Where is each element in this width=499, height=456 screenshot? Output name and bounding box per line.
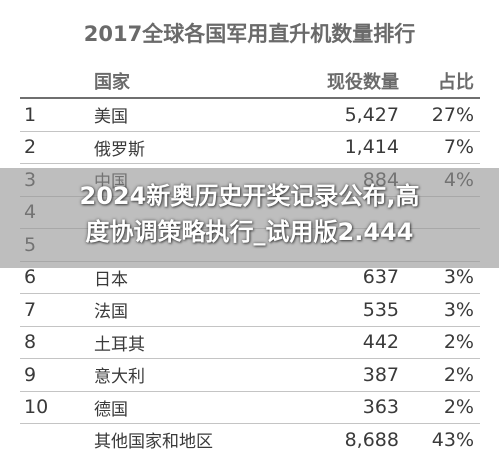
- count-cell: 1,414: [254, 131, 411, 164]
- rank-cell: 10: [20, 391, 86, 424]
- country-cell: 意大利: [86, 358, 254, 392]
- table-row: 2 俄罗斯 1,414 7%: [20, 131, 480, 164]
- table-row: 8 土耳其 442 2%: [20, 326, 480, 359]
- header-country: 国家: [86, 64, 254, 99]
- header-count: 现役数量: [254, 64, 411, 99]
- country-cell: 土耳其: [86, 326, 254, 359]
- share-cell: 7%: [411, 131, 480, 164]
- share-cell: 2%: [411, 358, 480, 392]
- table-header-row: 国家 现役数量 占比: [20, 64, 480, 99]
- count-cell: 535: [254, 293, 411, 327]
- overlay-line-2: 度协调策略执行_试用版2.444: [85, 218, 414, 246]
- rank-cell: [20, 424, 86, 456]
- share-cell: 2%: [411, 326, 480, 359]
- overlay-line-1: 2024新奥历史开奖记录公布,高: [79, 182, 420, 210]
- share-cell: 27%: [411, 98, 480, 132]
- count-cell: 5,427: [254, 98, 411, 132]
- count-cell: 387: [254, 358, 411, 392]
- count-cell: 363: [254, 391, 411, 424]
- count-cell: 442: [254, 326, 411, 359]
- share-cell: 3%: [411, 293, 480, 327]
- country-cell: 美国: [86, 98, 254, 132]
- header-share: 占比: [411, 64, 480, 99]
- header-rank: [20, 64, 86, 99]
- rank-cell: 2: [20, 131, 86, 164]
- share-cell: 43%: [431, 428, 474, 451]
- table-row: 其他国家和地区 8,688 43%: [20, 424, 480, 456]
- table-row: 10 德国 363 2%: [20, 391, 480, 424]
- overlay-caption: 2024新奥历史开奖记录公布,高 度协调策略执行_试用版2.444: [0, 178, 499, 250]
- country-cell: 俄罗斯: [86, 131, 254, 164]
- count-cell: 8,688: [344, 428, 399, 451]
- rank-cell: 9: [20, 358, 86, 392]
- country-cell: 其他国家和地区: [94, 432, 213, 453]
- page-title: 2017全球各国军用直升机数量排行: [83, 22, 416, 46]
- share-cell: 2%: [411, 391, 480, 424]
- rank-cell: 7: [20, 293, 86, 327]
- rank-cell: 8: [20, 326, 86, 359]
- rank-cell: 1: [20, 98, 86, 132]
- table-row: 9 意大利 387 2%: [20, 358, 480, 392]
- country-cell: 法国: [86, 293, 254, 327]
- country-cell: 德国: [86, 391, 254, 424]
- table-row: 7 法国 535 3%: [20, 293, 480, 327]
- table-row: 1 美国 5,427 27%: [20, 98, 480, 132]
- overlay-banner: [0, 168, 499, 268]
